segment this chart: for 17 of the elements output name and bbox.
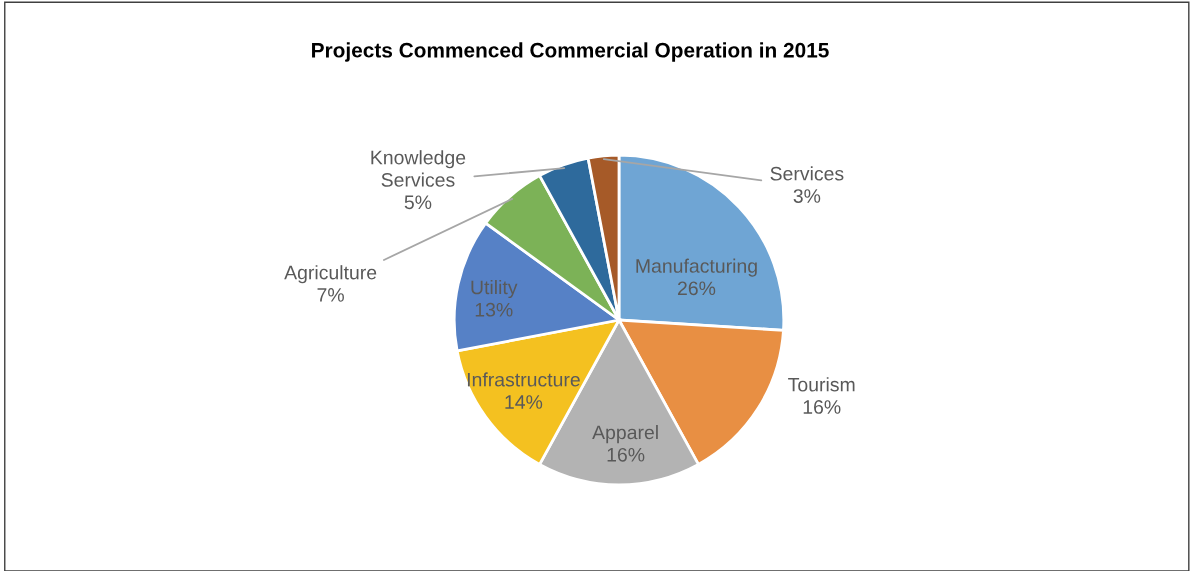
slice-label: Utility <box>471 279 518 299</box>
slice-label: Services <box>770 166 844 181</box>
slice-label: Infrastructure <box>467 372 580 387</box>
chart-title: Projects Commenced Commercial Operation in 2015 <box>312 42 829 62</box>
data-label: 5% <box>404 195 432 210</box>
data-label: 7% <box>317 288 344 302</box>
slice-label: Knowledge Services <box>371 150 466 187</box>
data-label: 26% <box>677 281 716 296</box>
data-label: 3% <box>793 189 821 203</box>
slice-label: Apparel <box>592 425 658 444</box>
slice-label: Agriculture <box>284 265 377 284</box>
data-label: 16% <box>803 400 841 414</box>
data-label: 13% <box>475 302 513 317</box>
slice-label: Manufacturing <box>636 258 757 277</box>
data-label: 14% <box>505 395 543 409</box>
slice-label: Tourism <box>788 377 855 392</box>
data-label: 16% <box>607 447 645 462</box>
